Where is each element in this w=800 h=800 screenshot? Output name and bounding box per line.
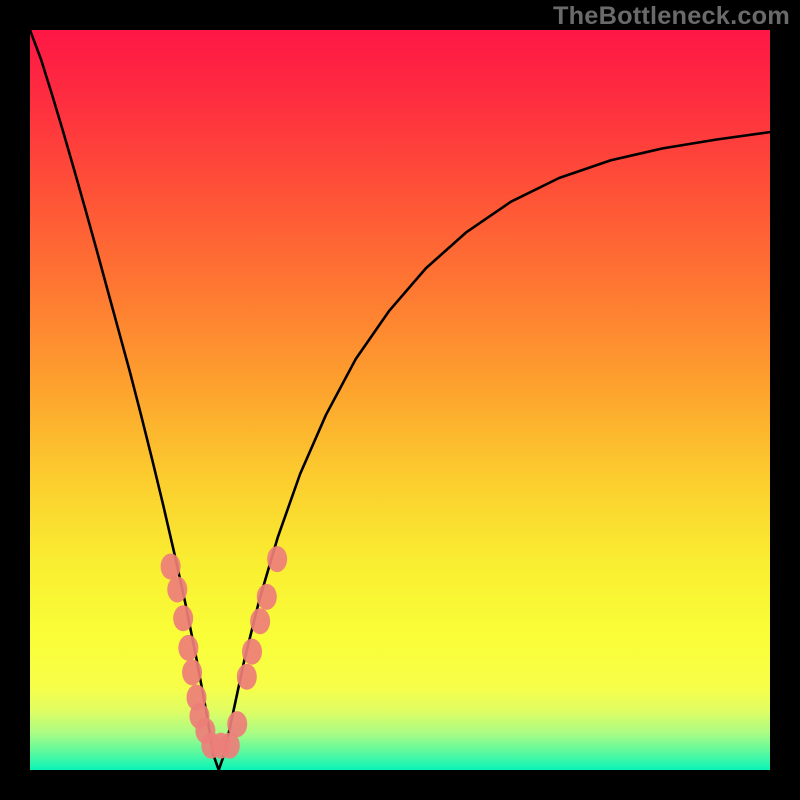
data-marker <box>242 639 262 665</box>
data-marker <box>173 605 193 631</box>
data-marker <box>182 659 202 685</box>
data-marker <box>267 546 287 572</box>
data-marker <box>178 635 198 661</box>
chart-stage: TheBottleneck.com <box>0 0 800 800</box>
chart-svg <box>30 30 770 770</box>
data-marker <box>227 711 247 737</box>
plot-area <box>30 30 770 770</box>
data-marker <box>250 608 270 634</box>
data-marker <box>161 554 181 580</box>
data-marker <box>257 584 277 610</box>
data-marker <box>167 576 187 602</box>
gradient-background <box>30 30 770 770</box>
data-marker <box>237 664 257 690</box>
watermark-text: TheBottleneck.com <box>553 2 790 31</box>
